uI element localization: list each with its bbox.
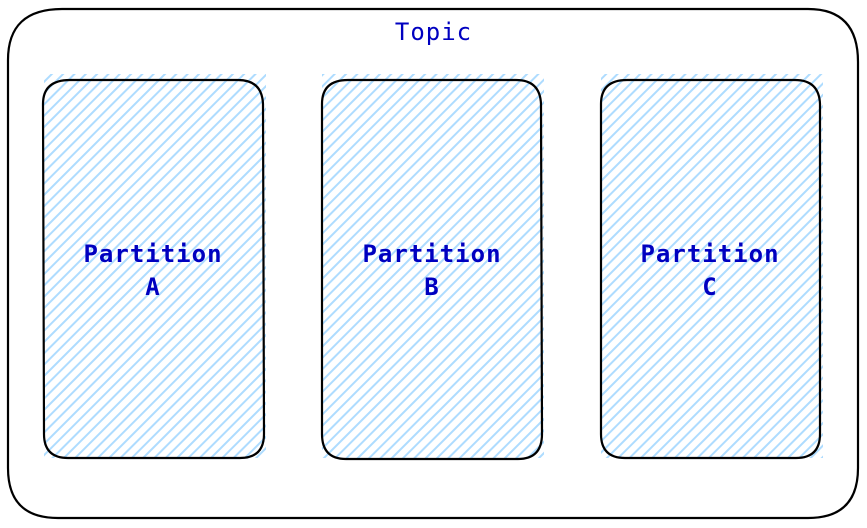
partition-b-label-line2: B bbox=[424, 273, 440, 301]
partition-a bbox=[41, 74, 266, 460]
topic-container bbox=[6, 7, 860, 520]
partition-c bbox=[599, 74, 823, 460]
partition-a-label-line1: Partition bbox=[83, 240, 223, 268]
topic-title: Topic bbox=[394, 18, 473, 46]
partition-a-label: Partition A bbox=[43, 238, 263, 304]
partition-b-label: Partition B bbox=[322, 238, 542, 304]
partition-c-label: Partition C bbox=[600, 238, 820, 304]
partition-a-label-line2: A bbox=[145, 273, 161, 301]
partition-b-label-line1: Partition bbox=[362, 240, 502, 268]
partition-b bbox=[320, 74, 544, 461]
partition-c-label-line2: C bbox=[702, 273, 718, 301]
partition-c-label-line1: Partition bbox=[640, 240, 780, 268]
